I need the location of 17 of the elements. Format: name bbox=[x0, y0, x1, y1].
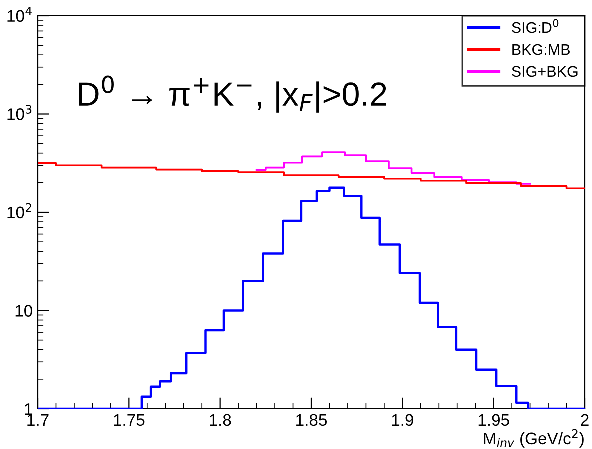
y-tick-label: 10$^{2}$ bbox=[8, 203, 32, 219]
y-tick-label: 10$^{3}$ bbox=[8, 105, 32, 120]
legend-label: BKG:MB bbox=[512, 44, 570, 56]
x-tick-label: 1.95 bbox=[478, 414, 510, 426]
legend-label: SIG:D$^{0}$ bbox=[512, 19, 559, 34]
text: D$^{0}$ → π$^{+}$K$^{−}$, |x$_{F}$|>0.2 bbox=[79, 76, 386, 113]
y-tick-label: 10$^{4}$ bbox=[8, 7, 32, 22]
x-tick-label: 2 bbox=[581, 414, 589, 426]
x-tick-label: 1.8 bbox=[210, 414, 232, 426]
x-axis-title: M$_{inv}$ (GeV/c$^{2}$) bbox=[484, 429, 584, 448]
y-tick-label: 1 bbox=[25, 404, 32, 416]
x-tick-label: 1.85 bbox=[296, 414, 328, 426]
x-tick-label: 1.75 bbox=[114, 414, 145, 426]
x-tick-label: 1.7 bbox=[28, 414, 49, 426]
y-tick-label: 10 bbox=[16, 305, 32, 317]
legend-label: SIG+BKG bbox=[512, 66, 578, 78]
x-tick-label: 1.9 bbox=[392, 414, 414, 426]
